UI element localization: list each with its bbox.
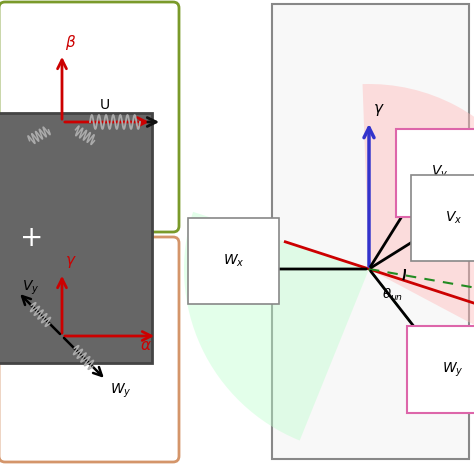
Text: $\beta$: $\beta$ — [65, 33, 76, 52]
Text: $W_x$: $W_x$ — [223, 253, 245, 269]
Text: U: U — [100, 98, 110, 112]
Text: $+$: $+$ — [19, 224, 41, 252]
Text: $\gamma$: $\gamma$ — [373, 102, 385, 118]
Text: $V_y$: $V_y$ — [431, 164, 448, 182]
Text: $W_y$: $W_y$ — [110, 382, 131, 400]
Text: $W_y$: $W_y$ — [442, 360, 464, 379]
Text: $V_x$: $V_x$ — [2, 216, 21, 235]
FancyBboxPatch shape — [0, 2, 179, 232]
Text: $V_y$: $V_y$ — [22, 278, 39, 297]
Text: $\alpha$: $\alpha$ — [140, 124, 152, 139]
FancyBboxPatch shape — [272, 4, 469, 459]
FancyBboxPatch shape — [0, 237, 179, 462]
Text: $V_x$: $V_x$ — [446, 210, 463, 227]
Text: $\alpha$: $\alpha$ — [140, 338, 152, 353]
Wedge shape — [363, 84, 474, 356]
Text: $\theta_{un}$: $\theta_{un}$ — [382, 287, 403, 303]
Text: $\gamma$: $\gamma$ — [65, 254, 77, 270]
Wedge shape — [184, 212, 369, 440]
